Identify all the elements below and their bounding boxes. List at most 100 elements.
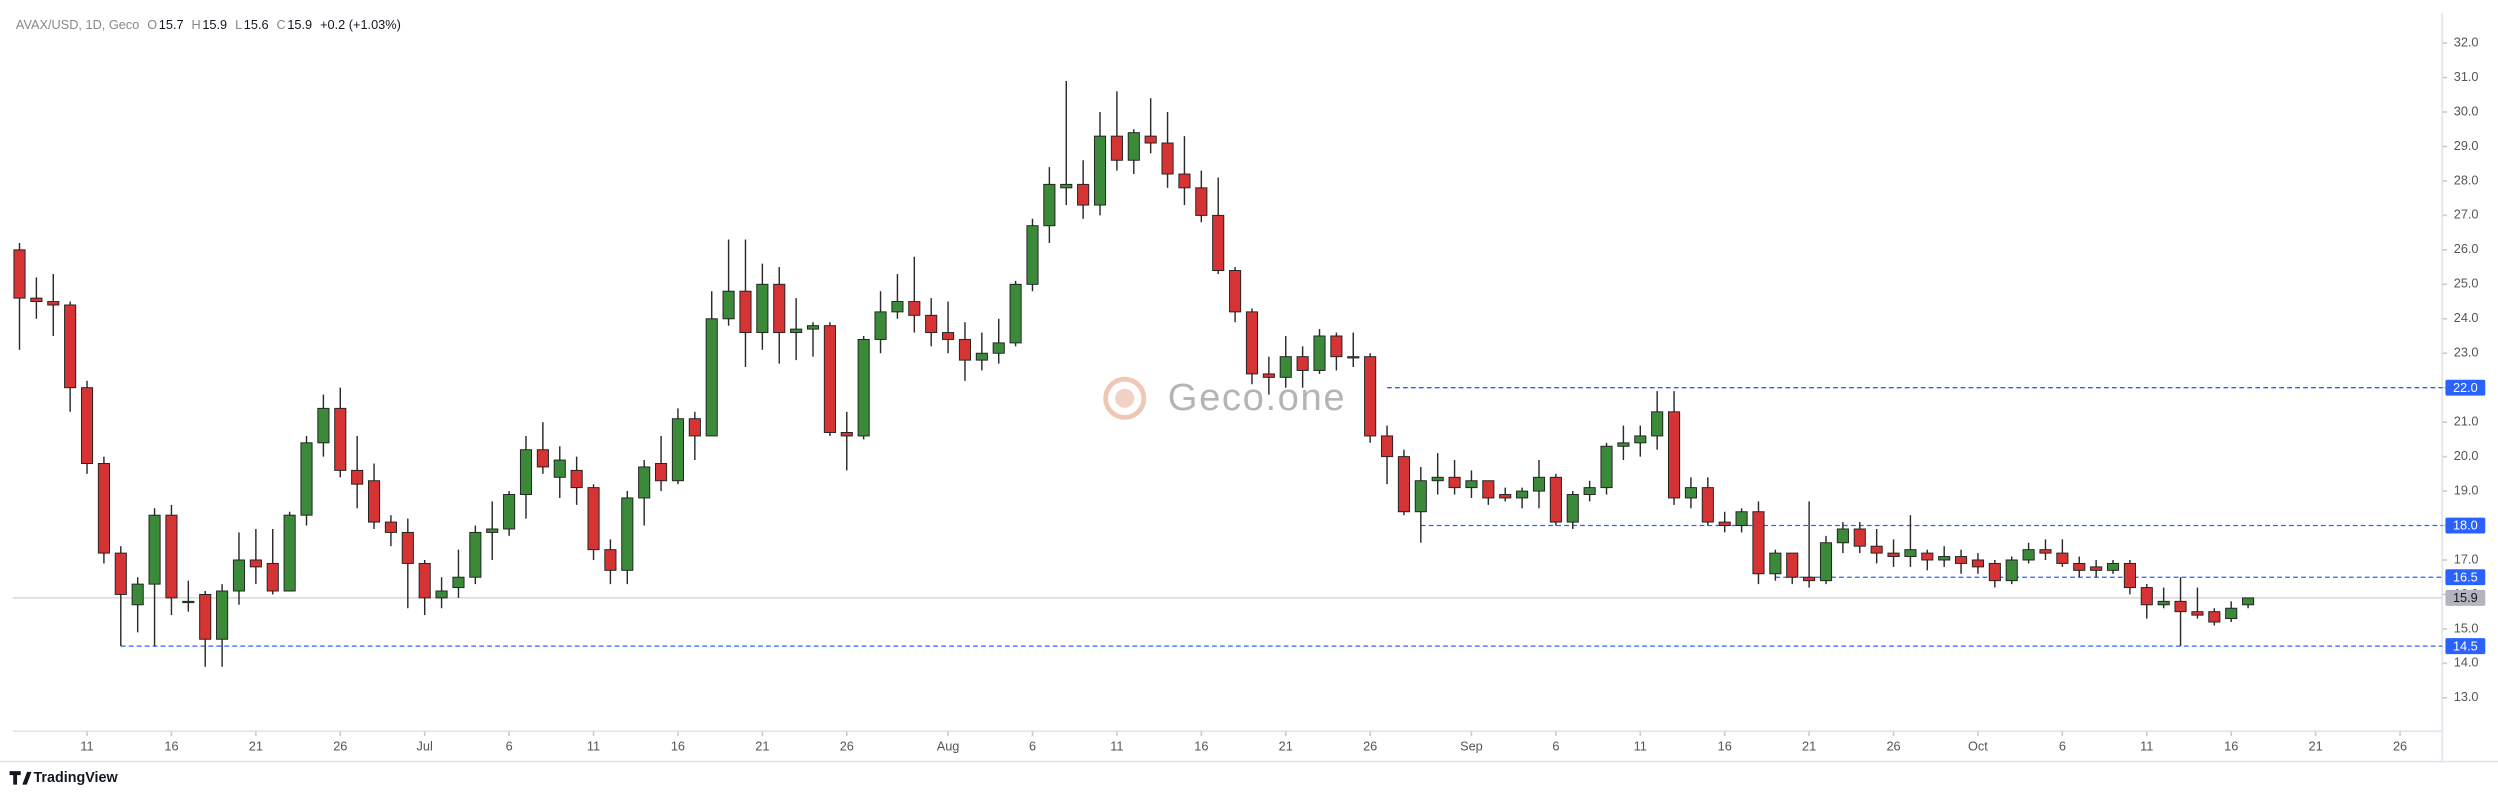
candle-body: [1110, 135, 1123, 161]
level-label: 14.5: [2453, 638, 2478, 653]
candle-body: [435, 590, 448, 599]
candle-body: [1414, 480, 1427, 513]
candle-body: [232, 559, 246, 592]
candle-body: [1988, 562, 2001, 582]
candle-body: [1060, 183, 1073, 189]
candle-body: [1195, 187, 1208, 216]
ohlc-value: 15.6: [244, 17, 269, 32]
candle-body: [1077, 183, 1090, 206]
candle-body: [908, 301, 921, 316]
candle-body: [1718, 521, 1731, 527]
candle-body: [1161, 142, 1174, 175]
x-tick-label: 11: [587, 739, 600, 754]
candle-body: [840, 432, 853, 437]
candle-body: [165, 514, 178, 599]
candle-body: [1853, 528, 1866, 547]
candle-body: [958, 338, 972, 361]
candle-body: [1921, 552, 1934, 561]
level-label: 16.5: [2453, 569, 2478, 584]
candle-body: [1532, 476, 1546, 492]
y-tick-label: 21.0: [2454, 414, 2479, 429]
candle-body: [367, 480, 381, 523]
x-tick-label: 16: [164, 739, 178, 754]
candle-body: [80, 387, 94, 464]
ohlc-value: 15.7: [159, 17, 184, 32]
candle-body: [131, 583, 144, 606]
brand-name: TradingView: [33, 770, 118, 786]
candle-body: [2225, 607, 2238, 620]
candle-body: [182, 600, 195, 604]
x-tick-label: 6: [1029, 739, 1036, 754]
x-tick-label: 11: [80, 739, 93, 754]
candle-body: [1617, 442, 1630, 447]
x-tick-label: 6: [1552, 739, 1559, 754]
candle-body: [283, 514, 296, 592]
candle-body: [418, 562, 431, 599]
x-tick-label: Sep: [1460, 739, 1483, 754]
brand-logo: [9, 771, 32, 785]
x-tick-label: 16: [1194, 739, 1208, 754]
candle-body: [823, 325, 836, 433]
brand: TradingView: [9, 770, 118, 786]
level-tag: [2445, 638, 2486, 655]
candle-body: [1229, 270, 1242, 313]
candle-body: [1769, 552, 1782, 575]
candle-body: [2090, 566, 2103, 571]
candle-body: [486, 528, 499, 533]
candle-body: [503, 494, 516, 530]
watermark-logo-core: [1115, 388, 1135, 408]
y-tick-label: 26.0: [2454, 241, 2479, 256]
candle-body: [1870, 545, 1883, 554]
candle-body: [1634, 435, 1647, 444]
candle-body: [1380, 435, 1394, 458]
ohlc-label: L: [235, 17, 242, 32]
candle-body: [655, 463, 668, 482]
y-tick-label: 31.0: [2454, 69, 2479, 84]
candle-body: [97, 463, 110, 554]
candle-body: [1178, 173, 1191, 189]
level-label: 22.0: [2453, 380, 2478, 395]
candle-body: [1904, 549, 1917, 558]
y-tick-label: 30.0: [2454, 103, 2479, 118]
level-label: 18.0: [2453, 518, 2478, 533]
y-tick-label: 25.0: [2454, 276, 2479, 291]
candle-body: [773, 283, 786, 334]
x-tick-label: 21: [2309, 739, 2323, 754]
candle-body: [891, 301, 904, 313]
candle-body: [1009, 283, 1022, 344]
candle-body: [992, 342, 1005, 354]
ohlc-label: O: [147, 17, 157, 32]
candle-body: [638, 466, 651, 499]
candle-body: [1803, 576, 1816, 582]
candle-body: [1752, 511, 1765, 575]
candle-body: [2140, 587, 2153, 606]
candle-body: [64, 304, 77, 389]
y-tick-label: 14.0: [2454, 655, 2479, 670]
candle-body: [536, 449, 549, 468]
candle-body: [199, 593, 212, 640]
x-tick-label: Jul: [417, 739, 433, 754]
candle-body: [1955, 556, 1968, 564]
candle-body: [739, 290, 752, 334]
candle-body: [1499, 494, 1512, 499]
watermark: Geco.one: [1103, 376, 1345, 420]
last-price-label: 15.9: [2453, 590, 2478, 605]
candle-body: [1347, 356, 1360, 359]
level-tag: [2445, 379, 2486, 396]
x-tick-label: 6: [506, 739, 513, 754]
candle-body: [1026, 225, 1039, 285]
candle-body: [266, 562, 279, 592]
candle-body: [570, 469, 583, 489]
candle-body: [1600, 445, 1613, 489]
x-tick-label: Aug: [937, 739, 960, 754]
candle-body: [2073, 562, 2086, 571]
candle-body: [587, 487, 600, 551]
candle-body: [2208, 611, 2221, 623]
candle-body: [1313, 335, 1326, 371]
y-tick-label: 23.0: [2454, 345, 2479, 360]
candle-body: [1364, 356, 1377, 437]
x-tick-label: 26: [333, 739, 347, 754]
candle-body: [2022, 549, 2035, 561]
candle-body: [621, 497, 634, 571]
